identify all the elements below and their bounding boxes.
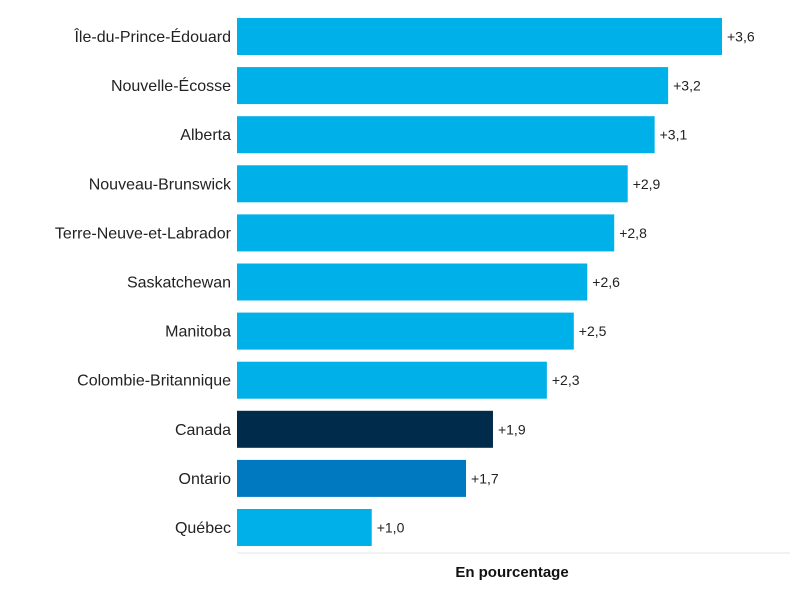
value-label-9: +1,7 <box>471 470 499 486</box>
bar-3 <box>237 165 628 203</box>
category-label-2: Alberta <box>180 127 231 144</box>
category-label-1: Nouvelle-Écosse <box>111 76 231 95</box>
value-label-1: +3,2 <box>673 78 701 94</box>
bar-8 <box>237 410 493 448</box>
bar-6 <box>237 312 574 350</box>
category-label-7: Colombie-Britannique <box>77 373 231 390</box>
value-label-3: +2,9 <box>633 176 661 192</box>
category-label-3: Nouveau-Brunswick <box>89 176 232 193</box>
category-label-6: Manitoba <box>165 324 231 341</box>
category-label-5: Saskatchewan <box>127 275 231 292</box>
value-label-6: +2,5 <box>579 323 607 339</box>
value-label-4: +2,8 <box>619 225 647 241</box>
bar-5 <box>237 263 588 301</box>
category-label-10: Québec <box>175 520 231 537</box>
bar-0 <box>237 18 722 55</box>
value-label-5: +2,6 <box>592 274 620 290</box>
bar-2 <box>237 116 655 154</box>
bar-9 <box>237 459 467 497</box>
value-label-10: +1,0 <box>377 520 405 536</box>
value-label-8: +1,9 <box>498 421 526 437</box>
bar-1 <box>237 67 669 105</box>
x-axis-title: En pourcentage <box>455 564 568 581</box>
category-label-8: Canada <box>175 422 231 439</box>
value-label-0: +3,6 <box>727 29 755 45</box>
bars-group <box>237 18 722 546</box>
category-label-9: Ontario <box>179 471 232 488</box>
value-label-2: +3,1 <box>660 127 688 143</box>
value-label-7: +2,3 <box>552 372 580 388</box>
bar-4 <box>237 214 615 252</box>
category-label-4: Terre-Neuve-et-Labrador <box>55 225 232 242</box>
category-labels: Île-du-Prince-Édouard Nouvelle-Écosse Albe… <box>55 27 232 537</box>
category-label-0: Île-du-Prince-Édouard <box>73 27 231 46</box>
bar-10 <box>237 509 372 546</box>
bar-7 <box>237 361 547 399</box>
value-labels: +3,6 +3,2 +3,1 +2,9 +2,8 +2,6 +2,5 +2,3 +1,9 +1,7… <box>377 29 755 536</box>
